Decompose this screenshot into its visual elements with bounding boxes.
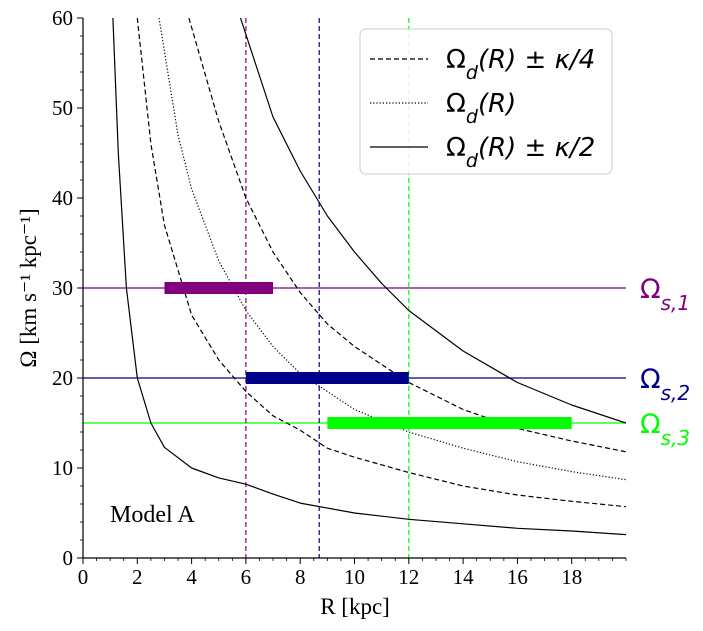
x-tick-label: 4	[186, 565, 197, 589]
axis-ticks: 0 2 4 6 8 10 12 14 16 18 0 10 20 30 40 50 60	[52, 6, 627, 589]
y-tick-label: 60	[52, 6, 73, 30]
legend-label: Ωd(R) ± κ/4	[446, 45, 595, 84]
x-tick-label: 10	[344, 565, 365, 589]
x-tick-label: 12	[398, 565, 419, 589]
x-tick-label: 0	[78, 565, 89, 589]
y-tick-label: 20	[52, 366, 73, 390]
curve-dashed	[136, 18, 626, 508]
x-tick-label: 14	[453, 565, 475, 589]
model-label: Model A	[110, 502, 195, 528]
pattern-speed-lines	[83, 287, 626, 424]
x-tick-label: 6	[241, 565, 252, 589]
x-tick-label: 8	[295, 565, 306, 589]
legend-box	[359, 28, 613, 175]
x-axis-label: R [kpc]	[320, 594, 390, 619]
pattern-speed-label: Ωs,1	[640, 274, 690, 315]
pattern-speed-label: Ωs,3	[640, 409, 690, 450]
y-tick-label: 30	[52, 276, 73, 300]
range-bars	[164, 282, 572, 429]
legend: Ωd(R) ± κ/4 Ωd(R) Ωd(R) ± κ/2	[359, 28, 613, 175]
range-bar	[164, 282, 274, 294]
legend-label: Ωd(R)	[446, 89, 516, 128]
curve-solid	[239, 18, 626, 424]
y-tick-label: 10	[52, 456, 73, 480]
x-tick-label: 18	[561, 565, 582, 589]
legend-label: Ωd(R) ± κ/2	[446, 133, 595, 172]
y-tick-label: 0	[63, 546, 74, 570]
range-bar	[245, 372, 409, 384]
curve-solid	[112, 18, 626, 536]
pattern-speed-label: Ωs,2	[640, 364, 690, 405]
x-tick-label: 2	[132, 565, 143, 589]
range-bar	[327, 417, 572, 429]
y-tick-label: 50	[52, 96, 73, 120]
x-tick-label: 16	[507, 565, 528, 589]
y-tick-label: 40	[52, 186, 73, 210]
y-axis-label: Ω [km s⁻¹ kpc⁻¹]	[16, 208, 41, 367]
pattern-speed-labels: Ωs,1 Ωs,2Ωs,3	[640, 274, 690, 450]
